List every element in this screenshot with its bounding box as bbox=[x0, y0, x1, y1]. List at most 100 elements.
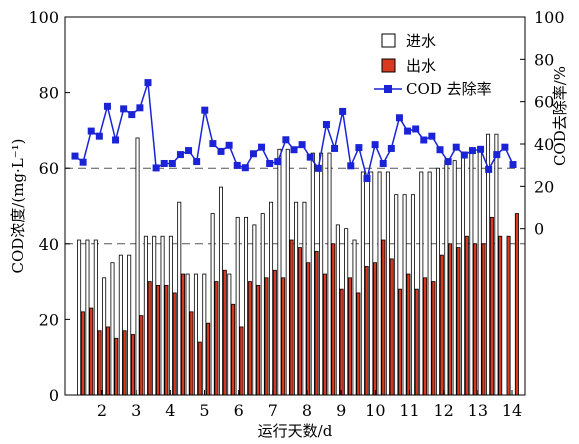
effluent-bar bbox=[464, 235, 469, 396]
left-tick-label: 60 bbox=[39, 159, 59, 178]
legend: 进水 出水 COD 去除率 bbox=[374, 32, 492, 98]
effluent-bar bbox=[514, 213, 519, 396]
removal-point bbox=[493, 151, 501, 159]
removal-point bbox=[379, 159, 387, 167]
influent-bar bbox=[269, 201, 274, 396]
effluent-bar bbox=[331, 243, 336, 396]
influent-bar bbox=[294, 201, 299, 396]
x-tick-label: 4 bbox=[165, 401, 175, 420]
effluent-bar bbox=[339, 288, 344, 396]
effluent-bar bbox=[231, 303, 236, 396]
removal-point bbox=[144, 79, 152, 87]
influent-bar bbox=[160, 235, 165, 396]
influent-bar bbox=[302, 201, 307, 396]
removal-point bbox=[339, 107, 347, 115]
x-tick-label: 3 bbox=[131, 401, 141, 420]
influent-bar bbox=[486, 133, 491, 396]
effluent-bar bbox=[364, 266, 369, 396]
x-tick-label: 10 bbox=[365, 401, 385, 420]
removal-rate-line bbox=[71, 79, 517, 183]
effluent-bar bbox=[281, 277, 286, 396]
removal-point bbox=[395, 114, 403, 122]
removal-point bbox=[282, 136, 290, 144]
effluent-bar bbox=[272, 269, 277, 396]
removal-point bbox=[331, 144, 339, 152]
influent-bar bbox=[218, 186, 223, 396]
removal-point bbox=[460, 151, 468, 159]
influent-bar bbox=[77, 239, 82, 396]
influent-bar bbox=[127, 254, 132, 396]
effluent-bar bbox=[473, 243, 478, 396]
removal-point bbox=[258, 143, 266, 151]
effluent-bar bbox=[130, 334, 135, 396]
left-tick-label: 20 bbox=[39, 310, 59, 329]
effluent-bar bbox=[389, 258, 394, 396]
influent-bar bbox=[319, 152, 324, 396]
influent-bar bbox=[227, 273, 232, 396]
effluent-bar bbox=[164, 284, 169, 396]
influent-bar bbox=[469, 148, 474, 396]
effluent-bar bbox=[80, 311, 85, 396]
removal-point bbox=[71, 152, 79, 160]
removal-point bbox=[436, 146, 444, 154]
effluent-bar bbox=[498, 235, 503, 396]
effluent-bar bbox=[448, 243, 453, 396]
effluent-bar bbox=[247, 281, 252, 396]
effluent-bar bbox=[172, 292, 177, 396]
influent-bar bbox=[277, 148, 282, 396]
influent-bar bbox=[402, 194, 407, 396]
removal-point bbox=[452, 143, 460, 151]
right-tick-label: 40 bbox=[534, 135, 554, 154]
effluent-bar bbox=[481, 243, 486, 396]
removal-point bbox=[306, 153, 314, 161]
influent-bar bbox=[143, 235, 148, 396]
removal-point bbox=[404, 127, 412, 135]
legend-influent-label: 进水 bbox=[406, 32, 436, 50]
removal-point bbox=[233, 161, 241, 169]
effluent-bar bbox=[214, 281, 219, 396]
removal-point bbox=[241, 164, 249, 172]
removal-point bbox=[347, 162, 355, 170]
effluent-bar bbox=[289, 239, 294, 396]
left-axis-title: COD浓度/(mg·L⁻¹) bbox=[9, 138, 27, 273]
left-tick-label: 0 bbox=[49, 386, 59, 405]
removal-point bbox=[420, 136, 428, 144]
right-axis-title: COD去除率/% bbox=[551, 66, 569, 166]
effluent-bar bbox=[97, 330, 102, 396]
removal-point bbox=[371, 141, 379, 149]
removal-point bbox=[95, 132, 103, 140]
x-tick-label: 6 bbox=[234, 401, 244, 420]
influent-bar bbox=[452, 160, 457, 396]
removal-point bbox=[485, 165, 493, 173]
removal-point bbox=[363, 175, 371, 183]
removal-point bbox=[477, 145, 485, 153]
influent-bar bbox=[494, 133, 499, 396]
influent-bar bbox=[310, 152, 315, 396]
removal-point bbox=[314, 164, 322, 172]
influent-bar bbox=[385, 171, 390, 396]
effluent-bar bbox=[222, 269, 227, 396]
influent-bar bbox=[252, 224, 257, 396]
effluent-bar bbox=[189, 311, 194, 396]
removal-point bbox=[509, 161, 517, 169]
x-tick-label: 2 bbox=[97, 401, 107, 420]
removal-point bbox=[266, 159, 274, 167]
legend-removal-label: COD 去除率 bbox=[406, 80, 492, 98]
x-tick-label: 9 bbox=[336, 401, 346, 420]
influent-bar bbox=[185, 273, 190, 396]
left-tick-label: 40 bbox=[39, 235, 59, 254]
removal-point bbox=[193, 158, 201, 166]
effluent-bar bbox=[456, 247, 461, 396]
x-tick-label: 8 bbox=[302, 401, 312, 420]
effluent-bar bbox=[139, 315, 144, 396]
x-tick-label: 7 bbox=[268, 401, 278, 420]
removal-point bbox=[120, 105, 128, 113]
removal-point bbox=[217, 147, 225, 155]
influent-bar bbox=[394, 194, 399, 396]
effluent-bar bbox=[414, 288, 419, 396]
influent-bar bbox=[193, 273, 198, 396]
right-tick-label: 20 bbox=[534, 177, 554, 196]
removal-point bbox=[387, 144, 395, 152]
removal-point bbox=[249, 150, 257, 158]
effluent-bar bbox=[431, 281, 436, 396]
